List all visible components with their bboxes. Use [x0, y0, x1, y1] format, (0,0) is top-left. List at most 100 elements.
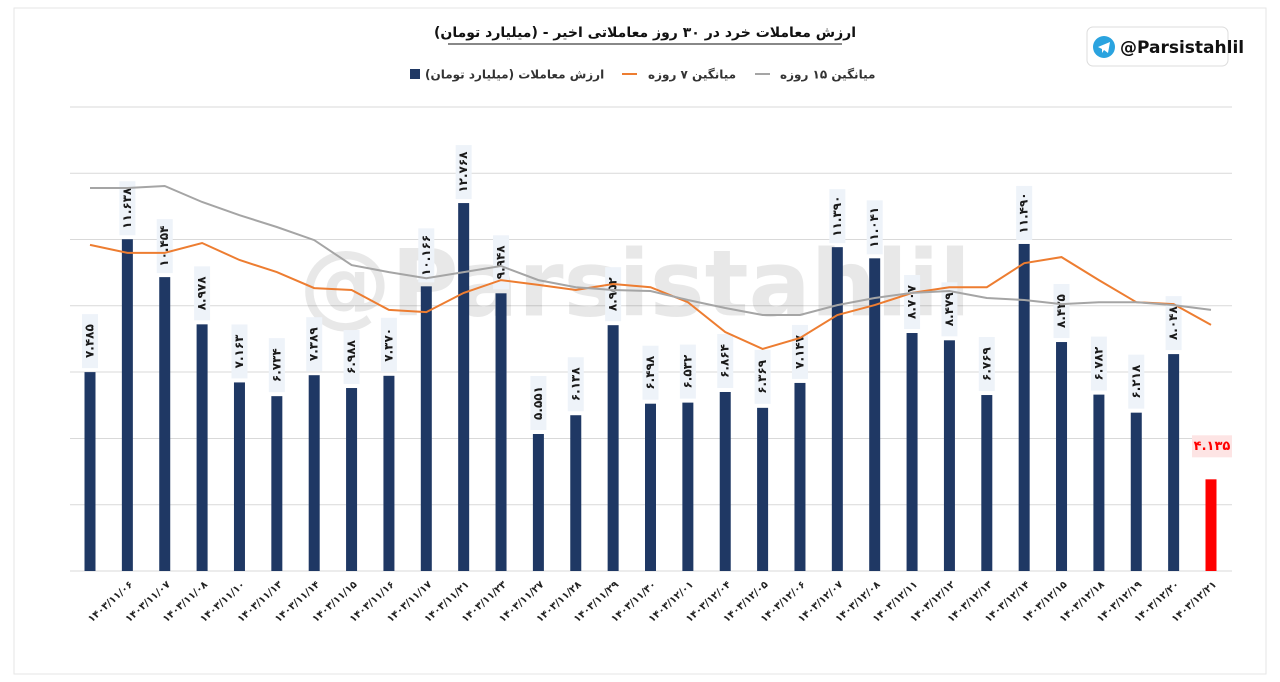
- line: [89, 241, 1212, 350]
- value-label-box: [1128, 354, 1145, 409]
- value-label: ۶.۳۶۹: [755, 359, 769, 394]
- value-label-box: [717, 333, 734, 388]
- chart-frame: [13, 7, 1267, 675]
- value-label: ۱۱.۰۴۱: [867, 207, 881, 248]
- bar: [645, 403, 656, 571]
- value-label-box: [380, 317, 397, 372]
- value-label: ۶.۱۳۸: [568, 367, 582, 402]
- grid: [70, 106, 1232, 572]
- value-label: ۱۰.۱۶۶: [419, 235, 433, 276]
- value-label-box: [530, 376, 547, 431]
- value-label: ۶.۷۸۲: [1091, 346, 1105, 381]
- bar: [943, 340, 955, 571]
- value-label-box: [268, 338, 285, 393]
- value-label-box: [194, 266, 211, 321]
- value-label: ۶.۹۸۸: [344, 339, 358, 374]
- value-label: ۹.۹۴۸: [494, 245, 508, 280]
- value-label-box: [1016, 185, 1033, 240]
- bar: [1056, 342, 1068, 571]
- value-label-box: [567, 357, 584, 412]
- value-label: ۸.۹۵۲: [606, 277, 620, 312]
- bar: [159, 277, 171, 571]
- value-label-box: [1165, 296, 1182, 351]
- value-label-box: [156, 219, 173, 274]
- telegram-plane: [1098, 42, 1110, 53]
- bar: [719, 391, 731, 571]
- bar: [121, 239, 133, 571]
- value-label: ۴.۱۳۵: [1194, 439, 1231, 454]
- value-label-box: [1090, 336, 1107, 391]
- badge-box: [1086, 26, 1229, 67]
- value-label-box: [418, 228, 435, 283]
- value-label-box: [904, 275, 921, 330]
- value-label: ۷.۱۶۳: [232, 334, 246, 369]
- value-label-box: [493, 235, 510, 290]
- value-label: ۶.۲۱۸: [1129, 364, 1143, 399]
- bar: [682, 402, 694, 571]
- value-label: ۶.۷۶۹: [979, 346, 993, 381]
- bar: [420, 286, 432, 571]
- value-label-box: [829, 189, 846, 244]
- bar: [308, 375, 320, 571]
- value-label-box: [343, 330, 360, 385]
- bar: [869, 258, 881, 571]
- bar: [794, 382, 806, 571]
- legend-label: ارزش معاملات (میلیارد تومان): [425, 68, 604, 83]
- value-label: ۱۲.۷۶۸: [456, 151, 470, 193]
- value-label: ۱۱.۴۹۰: [1017, 192, 1031, 233]
- value-label-box: [941, 282, 958, 337]
- value-label: ۶.۸۶۴: [718, 344, 732, 378]
- value-label: ۸.۰۴۸: [1166, 306, 1180, 341]
- bar: [233, 382, 245, 571]
- bar: [84, 372, 96, 571]
- legend-label: میانگین ۷ روزه: [648, 68, 736, 83]
- bar: [532, 434, 544, 571]
- value-label-box: [1192, 435, 1232, 458]
- bar: [1093, 394, 1105, 571]
- badge-text: @Parsistahlil: [1120, 38, 1244, 58]
- value-label-box: [306, 317, 323, 372]
- bar: [831, 247, 843, 571]
- bar: [346, 388, 358, 571]
- watermark: @Parsistahlil: [299, 230, 971, 337]
- bar: [1018, 243, 1030, 571]
- value-label: ۵.۵۵۱: [531, 386, 545, 420]
- value-label: ۸.۷۰۷: [905, 284, 919, 319]
- value-label-box: [679, 344, 696, 399]
- bar: [981, 395, 993, 571]
- bar: [495, 293, 507, 571]
- bar: [458, 203, 470, 571]
- bar: [383, 375, 395, 571]
- bar: [570, 415, 582, 571]
- value-label: ۶.۷۳۴: [269, 348, 283, 382]
- value-label-box: [866, 200, 883, 255]
- value-label-box: [978, 337, 995, 392]
- value-label-box: [754, 349, 771, 404]
- legend-label: میانگین ۱۵ روزه: [780, 68, 875, 83]
- value-label-box: [455, 145, 472, 200]
- value-label-box: [119, 181, 136, 236]
- bar: [271, 396, 283, 571]
- value-label: ۶.۴۹۸: [643, 355, 657, 390]
- value-label: ۱۰.۴۵۴: [157, 226, 171, 267]
- value-label-box: [82, 314, 98, 369]
- bar: [196, 324, 208, 571]
- bar: [1168, 354, 1180, 571]
- value-label: ۸.۴۷۹: [942, 292, 956, 327]
- plot: ۱۴۰۳/۱۱/۰۶۱۴۰۳/۱۱/۰۷۱۴۰۳/۱۱/۰۸۱۴۰۳/۱۱/۱۰…: [82, 145, 1232, 625]
- bar: [757, 407, 769, 571]
- legend-swatch: [410, 69, 420, 79]
- line: [90, 184, 1212, 316]
- value-label-box: [642, 345, 659, 400]
- chart-title: ارزش معاملات خرد در ۳۰ روز معاملاتی اخیر…: [434, 25, 856, 41]
- value-label: ۱۱.۳۹۰: [830, 196, 844, 237]
- value-label-box: [231, 324, 248, 379]
- value-label: ۸.۴۲۵: [1054, 294, 1068, 328]
- bar: [1205, 479, 1217, 571]
- value-label: ۶.۵۳۲: [680, 354, 694, 389]
- value-label: ۷.۳۸۹: [307, 327, 321, 362]
- value-label: ۷.۱۴۷: [792, 334, 806, 369]
- value-label: ۷.۴۸۵: [83, 324, 97, 358]
